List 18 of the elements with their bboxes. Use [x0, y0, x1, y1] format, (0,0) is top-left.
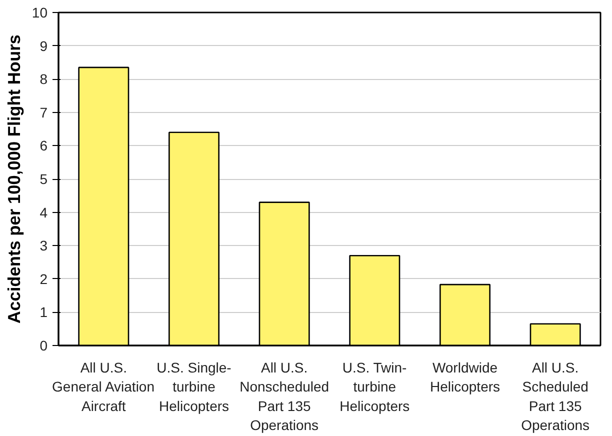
y-tick-label: 7 — [40, 104, 48, 120]
x-tick-label: All U.S. General Aviation Aircraft — [52, 360, 155, 414]
x-tick-label: U.S. Twin- turbine Helicopters — [340, 360, 410, 414]
y-tick-label: 1 — [40, 304, 48, 320]
y-tick-label: 6 — [40, 138, 48, 154]
y-tick-label: 9 — [40, 38, 48, 54]
y-axis-title: Accidents per 100,000 Flight Hours — [4, 34, 24, 324]
y-tick-label: 3 — [40, 238, 48, 254]
x-tick-label: All U.S. Scheduled Part 135 Operations — [521, 360, 590, 434]
x-tick-label: U.S. Single- turbine Helicopters — [156, 360, 232, 414]
y-tick-label: 4 — [40, 204, 48, 220]
y-tick-label: 10 — [32, 4, 48, 20]
y-tick-label: 0 — [40, 338, 48, 354]
y-tick-label: 2 — [40, 270, 48, 287]
y-tick-label: 8 — [40, 71, 48, 88]
x-tick-label: Worldwide Helicopters — [430, 360, 500, 395]
x-tick-label: All U.S. Nonscheduled Part 135 Operations — [240, 360, 330, 434]
y-tick-label: 5 — [40, 171, 48, 187]
